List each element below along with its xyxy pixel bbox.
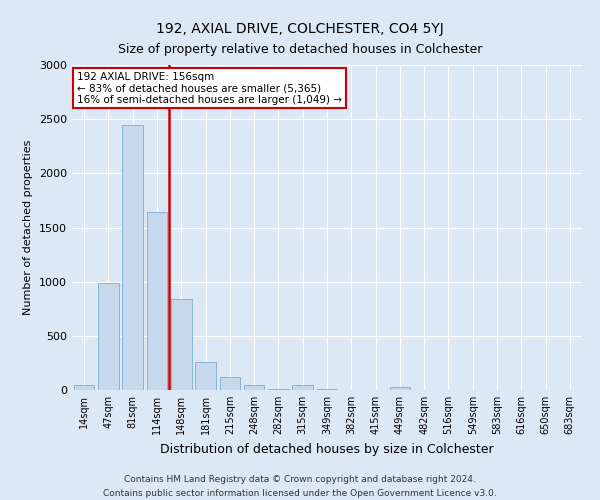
Text: Contains HM Land Registry data © Crown copyright and database right 2024.
Contai: Contains HM Land Registry data © Crown c…	[103, 476, 497, 498]
Bar	[268, 389, 289, 390]
Bar	[244, 384, 265, 390]
Text: 192, AXIAL DRIVE, COLCHESTER, CO4 5YJ: 192, AXIAL DRIVE, COLCHESTER, CO4 5YJ	[156, 22, 444, 36]
Bar	[220, 377, 240, 390]
Bar	[171, 299, 191, 390]
Text: Size of property relative to detached houses in Colchester: Size of property relative to detached ho…	[118, 42, 482, 56]
Bar	[389, 387, 410, 390]
Bar	[122, 124, 143, 390]
Bar	[292, 385, 313, 390]
Y-axis label: Number of detached properties: Number of detached properties	[23, 140, 34, 315]
X-axis label: Distribution of detached houses by size in Colchester: Distribution of detached houses by size …	[160, 442, 494, 456]
Bar	[146, 212, 167, 390]
Bar	[98, 283, 119, 390]
Bar	[74, 384, 94, 390]
Bar	[195, 362, 216, 390]
Text: 192 AXIAL DRIVE: 156sqm
← 83% of detached houses are smaller (5,365)
16% of semi: 192 AXIAL DRIVE: 156sqm ← 83% of detache…	[77, 72, 342, 104]
